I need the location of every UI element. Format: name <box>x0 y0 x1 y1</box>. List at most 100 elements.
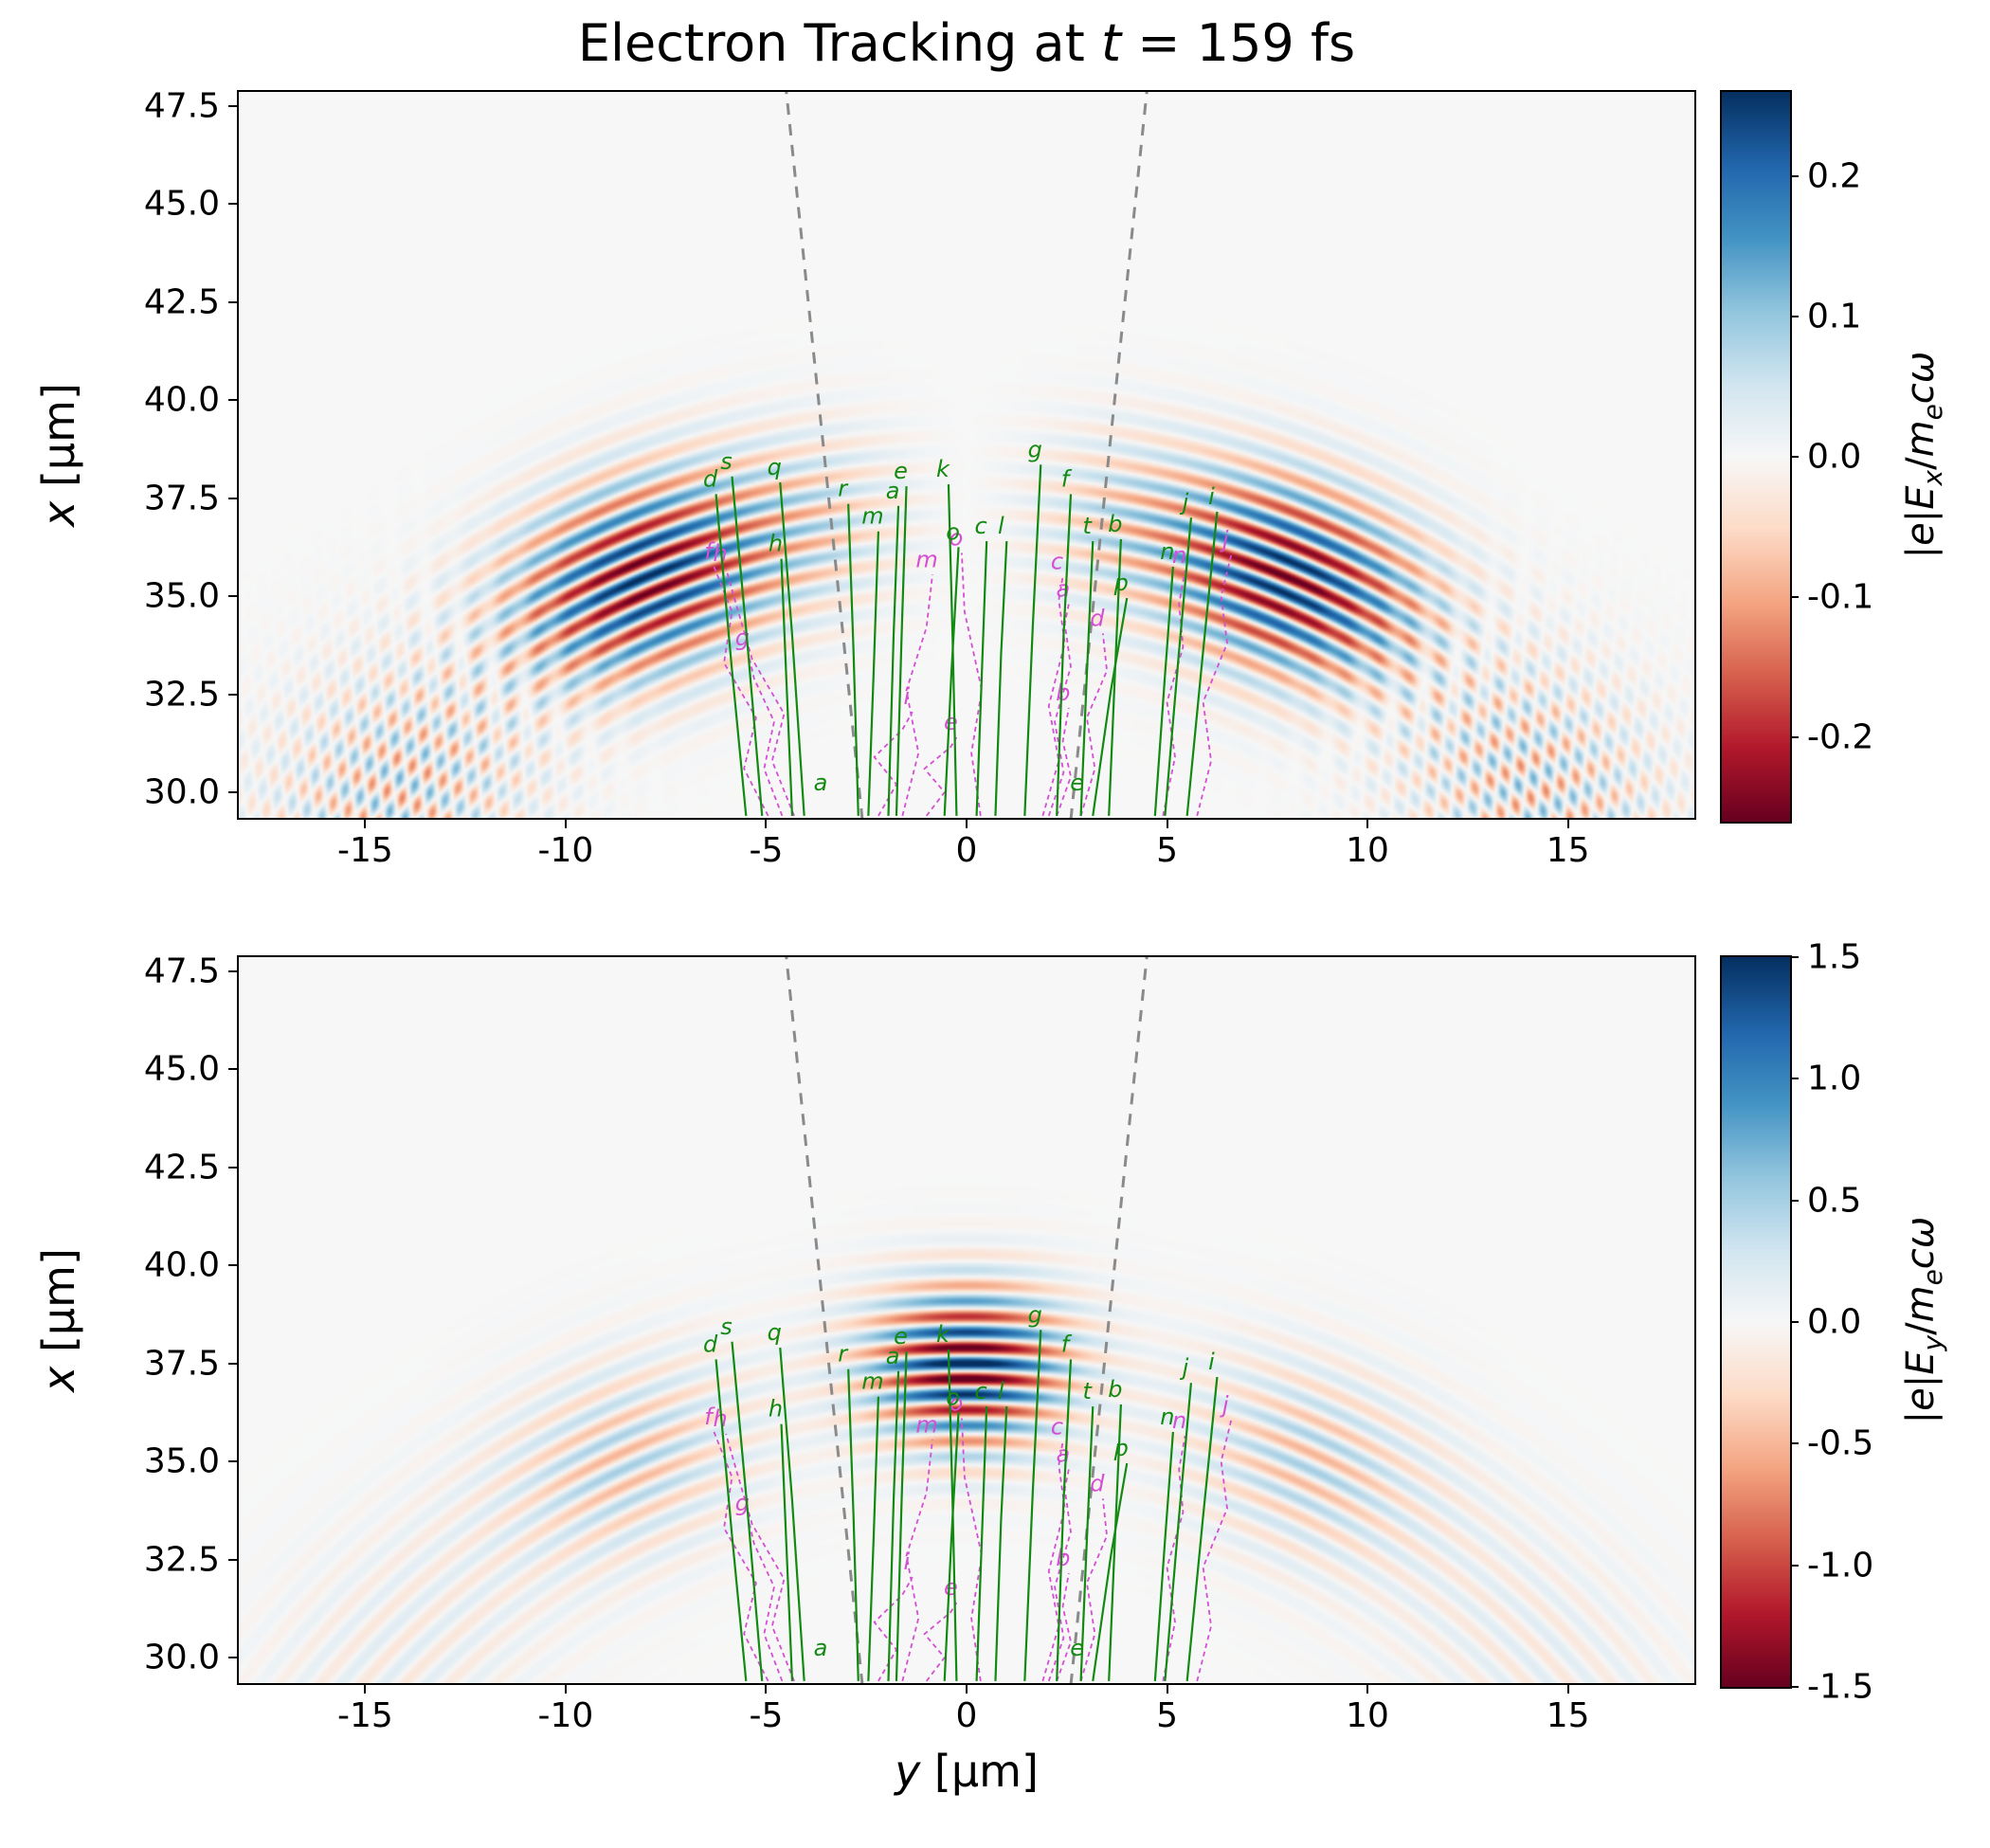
x-tick-label: -5 <box>749 831 784 870</box>
colorbar-tick <box>1790 456 1799 458</box>
electron-track-green <box>1023 464 1042 816</box>
x-tick <box>966 820 968 828</box>
track-label-green: s <box>720 448 733 475</box>
x-axis-label: y [μm] <box>895 1746 1039 1797</box>
electron-track-magenta <box>1056 707 1072 817</box>
track-label-green: a <box>886 478 900 504</box>
electron-track-green <box>1079 541 1094 816</box>
y-tick-label: 37.5 <box>143 479 220 518</box>
focusing-cone-line <box>785 90 864 820</box>
electron-track-green <box>1056 494 1073 816</box>
track-label-magenta: o <box>950 1389 964 1416</box>
electron-track-green <box>895 486 908 816</box>
y-tick-label: 37.5 <box>143 1344 220 1384</box>
track-label-green: i <box>1208 483 1215 510</box>
track-label-green: m <box>861 1368 883 1395</box>
track-label-green: c <box>975 1378 987 1404</box>
track-label-magenta: j <box>1220 1392 1229 1419</box>
track-label-green: d <box>703 465 718 492</box>
electron-track-magenta <box>713 1431 769 1682</box>
electron-track-green <box>1108 538 1122 816</box>
colorbar-tick <box>1790 596 1799 599</box>
electron-track-green <box>1079 1406 1094 1681</box>
track-label-green: k <box>936 456 950 482</box>
y-tick-label: 47.5 <box>143 86 220 126</box>
track-label-magenta: c <box>1051 548 1063 574</box>
electron-track-green <box>780 1423 794 1681</box>
electron-track-green <box>731 1341 764 1681</box>
y-tick-label: 45.0 <box>143 1049 220 1089</box>
electron-track-magenta <box>747 1517 784 1682</box>
colorbar-tick-label: 0.2 <box>1807 156 1862 196</box>
track-label-magenta: a <box>1057 1440 1071 1467</box>
y-tick-label: 40.0 <box>143 380 220 420</box>
electron-track-magenta <box>901 1440 933 1682</box>
colorbar-tick <box>1790 1199 1799 1202</box>
y-tick <box>228 969 237 972</box>
electron-track-green <box>779 481 805 816</box>
ex-y-axis-label: x [μm] <box>33 383 84 527</box>
y-tick <box>228 791 237 794</box>
colorbar-tick-label: -0.1 <box>1807 577 1874 617</box>
x-tick-label: 10 <box>1346 831 1389 870</box>
electron-track-magenta <box>1162 1435 1186 1682</box>
x-tick <box>1566 1685 1569 1694</box>
track-label-green: j <box>1180 1354 1189 1381</box>
electron-track-magenta <box>923 736 958 817</box>
x-tick-label: 15 <box>1546 831 1590 870</box>
x-tick <box>364 820 367 828</box>
track-label-green: c <box>975 513 987 539</box>
x-tick-label: 15 <box>1546 1696 1590 1735</box>
figure-title: Electron Tracking at t = 159 fs <box>577 13 1356 73</box>
y-tick <box>228 399 237 402</box>
y-tick-label: 30.0 <box>143 772 220 812</box>
ey-colorbar: 1.5 1.0 0.5 0.0 -0.5 -1.0 -1.5 <box>1720 938 1873 1707</box>
electron-track-magenta <box>725 1433 795 1682</box>
track-label-green: p <box>1113 1435 1129 1461</box>
track-label-green: n <box>1160 1404 1174 1430</box>
y-tick <box>228 497 237 499</box>
track-label-green: i <box>1208 1349 1215 1375</box>
track-label-magenta: a <box>1057 575 1071 602</box>
colorbar-tick-label: 0.5 <box>1807 1181 1862 1221</box>
electron-track-magenta <box>1162 570 1186 817</box>
track-label-green: l <box>998 1378 1004 1404</box>
ex-colorbar-gradient <box>1722 92 1790 822</box>
colorbar-tick-label: 0.1 <box>1807 297 1862 336</box>
y-tick-label: 47.5 <box>143 951 220 991</box>
ey-colorbar-label: |e|Ey/mecω <box>1899 1216 1948 1424</box>
electron-track-green <box>1185 1376 1219 1681</box>
electron-track-green <box>1092 1462 1129 1682</box>
y-tick-label: 30.0 <box>143 1638 220 1677</box>
electron-track-magenta <box>1196 1420 1233 1682</box>
track-label-green: m <box>861 503 883 530</box>
electron-track-magenta <box>1041 1441 1066 1682</box>
focusing-cone-line <box>1069 955 1149 1685</box>
track-label-magenta: j <box>1220 527 1229 553</box>
electron-track-green <box>779 1347 805 1681</box>
track-label-green: q <box>768 454 782 480</box>
track-label-magenta: m <box>915 546 937 572</box>
y-tick-label: 42.5 <box>143 282 220 322</box>
track-label-magenta: d <box>1090 1470 1105 1496</box>
track-label-magenta: b <box>1056 1545 1070 1571</box>
electron-track-green <box>867 531 880 816</box>
y-tick <box>228 1068 237 1071</box>
ey-colorbar-gradient <box>1722 957 1790 1687</box>
electron-track-magenta <box>1196 554 1233 817</box>
x-tick-label: 10 <box>1346 1696 1389 1735</box>
track-label-green: j <box>1180 489 1189 516</box>
colorbar-tick <box>1790 1078 1799 1080</box>
electron-track-magenta <box>873 1576 914 1682</box>
electron-track-magenta <box>747 652 784 817</box>
track-label-magenta: m <box>915 1411 937 1438</box>
y-tick <box>228 1657 237 1659</box>
track-label-green: f <box>1061 1331 1073 1357</box>
electron-track-magenta <box>1056 1572 1072 1682</box>
electron-track-green <box>731 476 764 816</box>
track-label-green: e <box>1070 770 1084 796</box>
colorbar-tick-label: -0.5 <box>1807 1423 1874 1463</box>
electron-track-green <box>1153 566 1174 816</box>
track-label-magenta: n <box>1172 1407 1186 1434</box>
colorbar-tick <box>1790 1321 1799 1323</box>
